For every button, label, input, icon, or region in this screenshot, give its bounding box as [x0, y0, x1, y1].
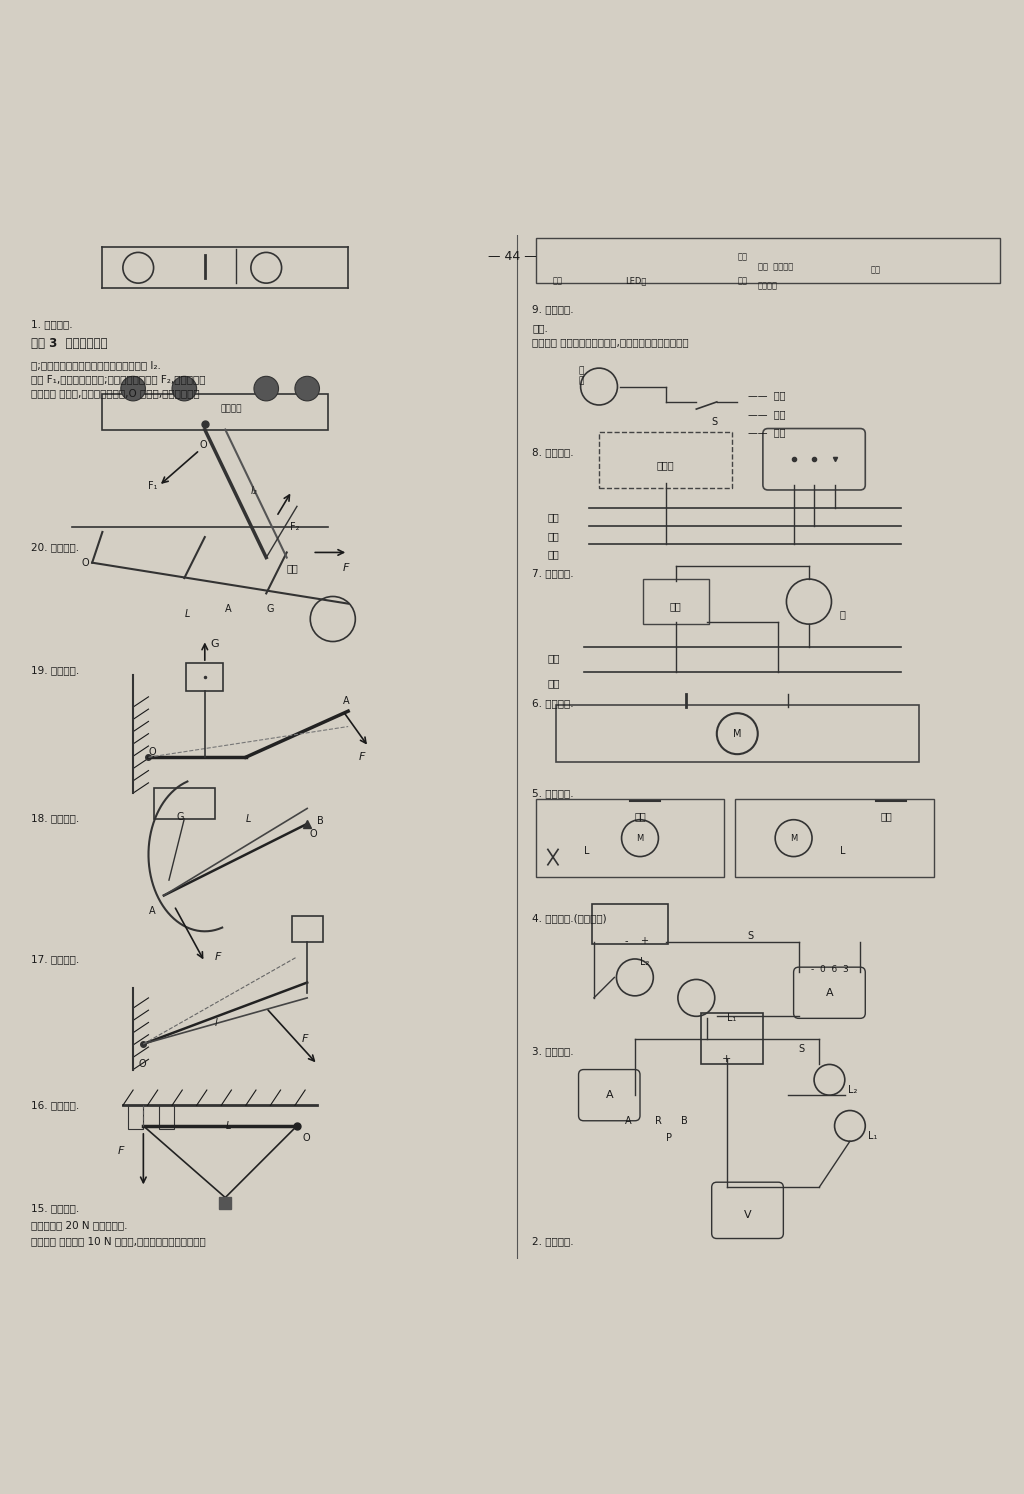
Text: 7. 如图所示.: 7. 如图所示. [532, 568, 574, 578]
Text: B: B [317, 816, 325, 826]
Text: 电源: 电源 [635, 811, 646, 822]
Text: A: A [225, 604, 231, 614]
Text: L: L [184, 608, 189, 619]
Text: +: + [722, 1055, 731, 1064]
Text: F: F [215, 952, 221, 962]
Text: A: A [825, 988, 834, 998]
Text: 6. 如图所示.: 6. 如图所示. [532, 698, 574, 708]
Text: 吊臂: 吊臂 [287, 563, 298, 572]
Text: 20. 如图所示.: 20. 如图所示. [31, 542, 79, 553]
Text: 零线: 零线 [548, 653, 560, 663]
Text: A: A [625, 1116, 631, 1125]
Text: F: F [118, 1146, 124, 1156]
Text: F₁: F₁ [148, 481, 158, 490]
Text: 火线: 火线 [548, 550, 559, 559]
Text: M: M [733, 729, 741, 738]
Text: L: L [246, 814, 251, 823]
Text: -  0  6  3: - 0 6 3 [811, 965, 848, 974]
Text: L₁: L₁ [868, 1131, 878, 1141]
Text: L₂: L₂ [640, 958, 649, 967]
Text: 19. 如图所示.: 19. 如图所示. [31, 665, 79, 675]
Text: 9. 如图所示.: 9. 如图所示. [532, 305, 574, 315]
Text: S: S [712, 417, 718, 427]
Text: 触点: 触点 [737, 252, 748, 261]
Text: B: B [681, 1116, 688, 1125]
Text: M: M [790, 834, 798, 843]
Circle shape [295, 376, 319, 400]
Circle shape [172, 376, 197, 400]
Text: O: O [82, 557, 89, 568]
Text: S: S [799, 1044, 805, 1053]
Text: O: O [200, 439, 207, 450]
Text: M: M [636, 834, 644, 843]
Text: L₂: L₂ [848, 1085, 857, 1095]
Text: 3. 如图所示.: 3. 如图所示. [532, 1046, 574, 1056]
Text: 伸缩撑杆: 伸缩撑杆 [220, 403, 242, 412]
Text: 触点: 触点 [737, 276, 748, 285]
Text: 1. 如图所示.: 1. 如图所示. [31, 318, 73, 329]
Text: 【解析】 画出表示 10 N 的标度,从小球的重心起作竖直向: 【解析】 画出表示 10 N 的标度,从小球的重心起作竖直向 [31, 1237, 206, 1246]
Text: 台
灯: 台 灯 [579, 366, 584, 385]
Text: 8. 如图所示.: 8. 如图所示. [532, 447, 574, 457]
Text: 类型 3  电磁作图专题: 类型 3 电磁作图专题 [31, 338, 108, 351]
Text: A: A [148, 905, 155, 916]
Text: O: O [148, 747, 156, 757]
Text: 火线: 火线 [548, 678, 560, 689]
Text: O: O [302, 1132, 309, 1143]
Text: 【解析】 由图知,吊车起吊货物时,O 是支点,撑杆施加的是: 【解析】 由图知,吊车起吊货物时,O 是支点,撑杆施加的是 [31, 388, 200, 399]
Circle shape [121, 376, 145, 400]
Text: F: F [343, 563, 349, 572]
Text: V: V [743, 1210, 752, 1221]
Text: F: F [358, 751, 365, 762]
Text: ——  地线: —— 地线 [748, 390, 785, 400]
Text: ——  零线: —— 零线 [748, 409, 785, 420]
Text: G: G [176, 811, 183, 822]
Text: S: S [748, 931, 754, 941]
Text: 16. 如图所示.: 16. 如图所示. [31, 1100, 79, 1110]
Text: 装饰: 装饰 [553, 276, 563, 285]
Text: 零线: 零线 [548, 530, 559, 541]
Text: 地线: 地线 [548, 512, 559, 523]
Text: -    +: - + [625, 937, 648, 946]
Text: O: O [309, 829, 316, 840]
Text: 4. 如图所示.(任一均可): 4. 如图所示.(任一均可) [532, 913, 607, 923]
Text: 灯: 灯 [840, 608, 846, 619]
Text: F: F [302, 1034, 308, 1044]
Text: O: O [138, 1059, 145, 1070]
Text: L₁: L₁ [727, 1013, 736, 1023]
Text: L: L [225, 1120, 230, 1131]
Text: LED灯: LED灯 [625, 276, 646, 285]
Text: A: A [343, 696, 349, 705]
Circle shape [254, 376, 279, 400]
Text: l: l [215, 1019, 218, 1028]
Text: 触点  楼上开关: 触点 楼上开关 [758, 263, 793, 272]
Text: 18. 如图所示.: 18. 如图所示. [31, 814, 79, 823]
Text: 电源: 电源 [881, 811, 892, 822]
Text: 动力 F₁,方向与吊臂重直;货物施加的是阻力 F₂,方向竖直向: 动力 F₁,方向与吊臂重直;货物施加的是阻力 F₂,方向竖直向 [31, 375, 205, 384]
Text: — 44 —: — 44 — [487, 251, 537, 263]
Text: L: L [584, 846, 589, 856]
Text: P: P [666, 1132, 672, 1143]
Text: 【解析】 根据安全用电的原则,控制台灯的开关应与火线: 【解析】 根据安全用电的原则,控制台灯的开关应与火线 [532, 338, 689, 348]
Text: L: L [840, 846, 845, 856]
Text: 楼下开关: 楼下开关 [758, 281, 778, 290]
Text: 楼梯: 楼梯 [870, 266, 881, 275]
Text: R: R [655, 1116, 663, 1125]
Text: 下、大小为 20 N 的重力即可.: 下、大小为 20 N 的重力即可. [31, 1221, 127, 1230]
Text: ——  火线: —— 火线 [748, 427, 785, 438]
Text: 17. 如图所示.: 17. 如图所示. [31, 953, 79, 964]
Text: F₂: F₂ [290, 521, 299, 532]
Text: G: G [210, 639, 218, 650]
Text: 相连.: 相连. [532, 323, 549, 333]
Text: 15. 如图所示.: 15. 如图所示. [31, 1203, 79, 1213]
Text: 5. 如图所示.: 5. 如图所示. [532, 787, 574, 798]
Text: 保险丝: 保险丝 [656, 460, 675, 471]
Text: 2. 如图所示.: 2. 如图所示. [532, 1237, 574, 1246]
Text: 开关: 开关 [670, 602, 682, 611]
Text: 下;从支点到阻力作用线的垂线段是阻力臂 l₂.: 下;从支点到阻力作用线的垂线段是阻力臂 l₂. [31, 360, 161, 371]
Text: A: A [605, 1091, 613, 1100]
Text: l₂: l₂ [251, 486, 257, 496]
Text: G: G [266, 604, 273, 614]
